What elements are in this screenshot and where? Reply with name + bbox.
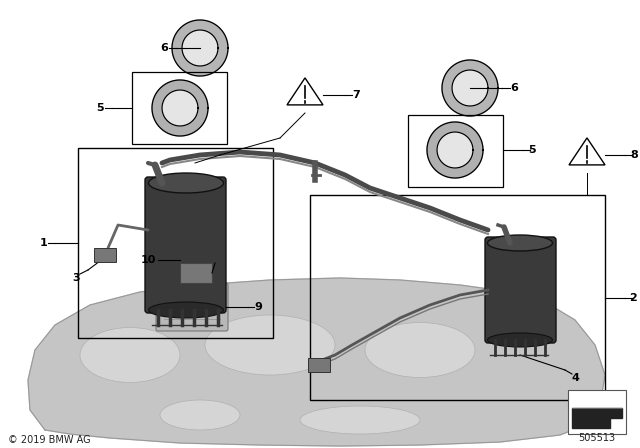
Ellipse shape [488, 333, 552, 347]
Ellipse shape [148, 302, 223, 318]
Text: 8: 8 [630, 150, 638, 160]
Ellipse shape [160, 400, 240, 430]
Text: 3: 3 [72, 273, 80, 283]
Ellipse shape [80, 327, 180, 383]
Polygon shape [572, 408, 622, 428]
Ellipse shape [300, 406, 420, 434]
Polygon shape [427, 122, 483, 178]
Bar [180, 263, 212, 283]
Ellipse shape [205, 315, 335, 375]
Text: 6: 6 [160, 43, 168, 53]
Polygon shape [182, 30, 218, 66]
Text: 1: 1 [40, 238, 48, 248]
Polygon shape [172, 20, 228, 76]
Text: 505513: 505513 [579, 433, 616, 443]
Bar [310, 195, 605, 400]
Text: © 2019 BMW AG: © 2019 BMW AG [8, 435, 91, 445]
Polygon shape [442, 60, 498, 116]
Text: 9: 9 [254, 302, 262, 312]
Bar [94, 248, 116, 262]
Text: 10: 10 [140, 255, 156, 265]
FancyBboxPatch shape [145, 177, 226, 313]
Bar [308, 358, 330, 372]
FancyBboxPatch shape [485, 237, 556, 343]
Bar [78, 148, 273, 338]
Polygon shape [437, 132, 473, 168]
Bar [132, 72, 227, 144]
FancyBboxPatch shape [156, 283, 228, 331]
Ellipse shape [365, 323, 475, 378]
Text: 4: 4 [571, 373, 579, 383]
Polygon shape [162, 90, 198, 126]
Polygon shape [152, 80, 208, 136]
Bar [568, 390, 626, 434]
Polygon shape [452, 70, 488, 106]
Text: 5: 5 [96, 103, 104, 113]
Ellipse shape [488, 235, 552, 251]
Text: 7: 7 [352, 90, 360, 100]
Polygon shape [28, 278, 605, 446]
Text: 6: 6 [510, 83, 518, 93]
Text: 2: 2 [629, 293, 637, 303]
Text: 5: 5 [528, 145, 536, 155]
Bar [408, 115, 503, 187]
Ellipse shape [148, 173, 223, 193]
